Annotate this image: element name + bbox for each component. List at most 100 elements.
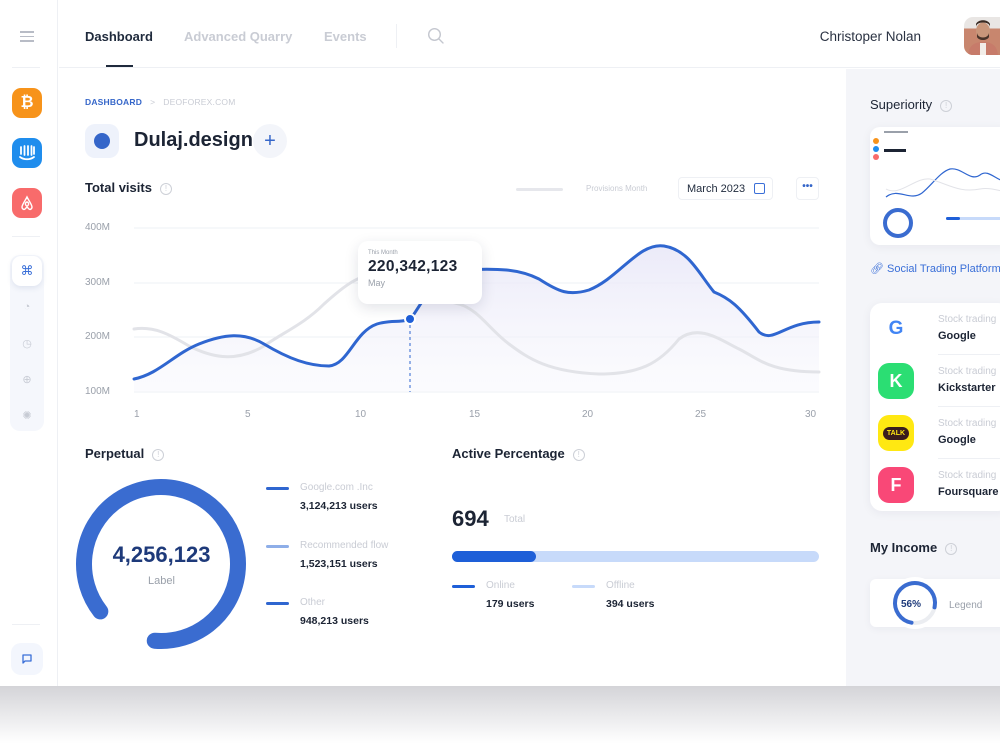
divider [12, 236, 40, 237]
bitcoin-app-icon[interactable]: ₿ [12, 88, 42, 118]
info-icon[interactable]: ! [159, 182, 172, 195]
legend-swatch [572, 585, 595, 588]
top-nav: Dashboard Advanced Quarry Events Christo… [59, 0, 1000, 68]
list-item[interactable]: F Stock trading Foursquare [870, 459, 1000, 511]
google-logo-icon: G [878, 311, 914, 347]
brand-logo-icon [85, 124, 119, 158]
tab-advanced-quarry[interactable]: Advanced Quarry [184, 29, 293, 44]
kakaotalk-logo-icon: TALK [878, 415, 914, 451]
stock-list: G Stock trading Google K Stock trading K… [870, 303, 1000, 511]
divider [396, 24, 397, 48]
y-tick: 100M [85, 386, 111, 397]
income-ring-chart [889, 577, 941, 629]
legend-swatch [266, 602, 289, 605]
tooltip-label: This Month [368, 250, 398, 256]
section-title-text: My Income [870, 540, 938, 555]
add-button[interactable]: + [253, 124, 287, 158]
info-icon[interactable]: ! [940, 99, 953, 112]
active-total: 694 [452, 506, 489, 531]
stock-name: Google [938, 330, 976, 342]
avatar[interactable] [964, 17, 1000, 55]
active-percentage-title: Active Percentage! [452, 446, 585, 461]
legend-value: 394 users [606, 598, 655, 610]
stock-subtitle: Stock trading [938, 418, 997, 429]
calendar-icon [754, 183, 765, 194]
legend-value: 1,523,151 users [300, 558, 378, 570]
divider [12, 624, 40, 625]
tooltip-month: May [368, 278, 386, 288]
app-window: ₿ ⌘ ◔ ◷ ⊕ ✺ Dashboard Advanced Quarry Ev… [0, 0, 1000, 686]
divider [938, 354, 1000, 355]
breadcrumb-current: DEOFOREX.COM [163, 97, 236, 107]
link-icon: 🔗︎ [870, 263, 888, 275]
search-icon[interactable] [427, 27, 445, 45]
stock-name: Foursquare [938, 486, 999, 498]
list-item[interactable]: K Stock trading Kickstarter [870, 355, 1000, 407]
shadow-backdrop [0, 686, 1000, 750]
divider [12, 67, 40, 68]
perpetual-total: 4,256,123 [112, 542, 211, 567]
link-label: Social Trading Platform [887, 263, 1000, 275]
list-item[interactable]: G Stock trading Google [870, 303, 1000, 355]
perpetual-title: Perpetual! [85, 446, 165, 461]
active-total-label: Total [504, 514, 526, 525]
command-icon[interactable]: ⌘ [12, 256, 42, 286]
list-item[interactable]: TALK Stock trading Google [870, 407, 1000, 459]
more-options-button[interactable]: ••• [796, 177, 819, 200]
legend-value: 179 users [486, 598, 535, 610]
menu-icon[interactable] [20, 31, 34, 42]
legend-value: 3,124,213 users [300, 500, 378, 512]
legend-value: 948,213 users [300, 615, 369, 627]
legend-name: Other [300, 597, 326, 608]
sidebar: ₿ ⌘ ◔ ◷ ⊕ ✺ [0, 0, 58, 686]
kickstarter-logo-icon: K [878, 363, 914, 399]
superiority-title: Superiority! [870, 97, 953, 112]
main-content: DASHBOARD > DEOFOREX.COM Dulaj.design + To… [59, 69, 845, 686]
my-income-title: My Income! [870, 540, 958, 555]
right-panel: Superiority! 🔗︎ Social Trading Platform … [846, 69, 1000, 686]
legend-name: Online [486, 580, 515, 591]
stock-subtitle: Stock trading [938, 366, 997, 377]
dashboard-preview-thumbnail[interactable] [870, 127, 1000, 245]
page-title: Dulaj.design [134, 129, 253, 151]
y-tick: 400M [85, 222, 111, 233]
chat-button[interactable] [11, 643, 43, 675]
income-card: 56% Legend [870, 577, 1000, 629]
clock-icon[interactable]: ◷ [22, 337, 32, 350]
x-tick: 25 [695, 409, 707, 420]
x-tick: 5 [245, 409, 251, 420]
chat-icon [22, 654, 32, 664]
divider [938, 406, 1000, 407]
section-title-text: Superiority [870, 97, 933, 112]
section-title-text: Active Percentage [452, 446, 565, 461]
globe-icon[interactable]: ⊕ [22, 373, 32, 386]
active-tab-indicator [106, 65, 133, 67]
tab-dashboard[interactable]: Dashboard [85, 29, 153, 44]
divider [938, 458, 1000, 459]
pie-chart-icon[interactable]: ◔ [23, 301, 31, 313]
info-icon[interactable]: ! [945, 542, 958, 555]
user-name[interactable]: Christoper Nolan [819, 29, 921, 44]
airbnb-app-icon[interactable] [12, 188, 42, 218]
active-progress-fill [452, 551, 537, 562]
info-icon[interactable]: ! [572, 448, 585, 461]
tab-events[interactable]: Events [324, 29, 367, 44]
social-trading-link[interactable]: 🔗︎ Social Trading Platform [870, 262, 1000, 275]
legend-name: Google.com .Inc [300, 482, 373, 493]
loader-icon[interactable]: ✺ [22, 409, 32, 422]
info-icon[interactable]: ! [152, 448, 165, 461]
intercom-app-icon[interactable] [12, 138, 42, 168]
perpetual-donut-chart[interactable] [73, 476, 249, 652]
stock-subtitle: Stock trading [938, 470, 997, 481]
chart-tooltip: This Month 220,342,123 May [358, 241, 482, 304]
y-tick: 200M [85, 331, 111, 342]
total-visits-title: Total visits! [85, 180, 172, 195]
date-picker[interactable]: March 2023 [678, 177, 773, 200]
legend-swatch [516, 188, 563, 191]
income-legend: Legend [949, 600, 983, 611]
section-title-text: Perpetual [85, 446, 145, 461]
income-percent: 56% [900, 599, 921, 610]
breadcrumb-home[interactable]: DASHBOARD [85, 97, 143, 107]
breadcrumb: DASHBOARD > DEOFOREX.COM [85, 97, 236, 107]
x-tick: 30 [805, 409, 817, 420]
